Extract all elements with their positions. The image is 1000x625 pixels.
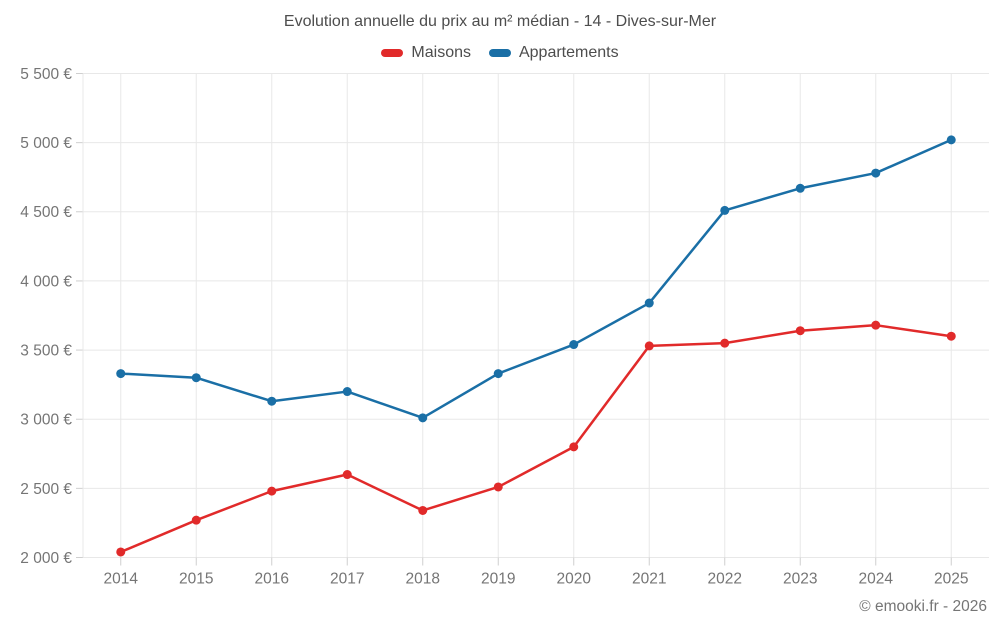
data-point-maisons[interactable] [946,331,956,341]
data-point-appartements[interactable] [342,387,352,397]
legend-swatch-maisons [381,49,404,57]
y-axis-label: 4 000 € [20,273,72,290]
data-point-maisons[interactable] [116,547,126,557]
y-axis-label: 2 500 € [20,481,72,498]
data-point-appartements[interactable] [795,183,805,193]
data-point-appartements[interactable] [569,340,579,350]
chart-title: Evolution annuelle du prix au m² médian … [283,13,717,30]
data-point-maisons[interactable] [569,442,579,452]
data-point-maisons[interactable] [267,486,277,496]
x-axis-label: 2014 [104,571,139,588]
y-axis-label: 2 000 € [20,550,72,567]
data-point-appartements[interactable] [493,369,503,379]
data-point-maisons[interactable] [493,482,503,492]
y-axis-label: 5 000 € [20,135,72,152]
data-point-maisons[interactable] [720,338,730,348]
data-point-maisons[interactable] [418,505,428,515]
x-axis-label: 2022 [708,571,742,588]
data-point-maisons[interactable] [644,341,654,351]
legend-item-appartements[interactable]: Appartements [488,44,619,62]
data-point-appartements[interactable] [418,413,428,423]
x-axis-label: 2021 [632,571,666,588]
legend-swatch-appartements [488,49,511,57]
series-line-appartements [119,138,953,420]
x-axis-label: 2025 [934,571,968,588]
series-line-maisons [119,323,953,554]
y-axis-label: 3 000 € [20,412,72,429]
data-point-appartements[interactable] [871,168,881,178]
data-point-appartements[interactable] [946,135,956,145]
x-axis-label: 2024 [859,571,894,588]
chart-legend: Maisons Appartements [0,44,1000,62]
data-point-maisons[interactable] [871,320,881,330]
data-point-maisons[interactable] [191,515,201,525]
data-point-appartements[interactable] [720,205,730,215]
data-point-appartements[interactable] [644,298,654,308]
y-axis-label: 4 500 € [20,204,72,221]
data-point-appartements[interactable] [116,369,126,379]
x-axis-label: 2017 [330,571,364,588]
legend-label-maisons: Maisons [411,44,471,61]
x-axis-label: 2018 [406,571,440,588]
x-axis-label: 2023 [783,571,817,588]
legend-item-maisons[interactable]: Maisons [381,44,471,62]
x-axis-label: 2016 [255,571,289,588]
data-point-appartements[interactable] [267,396,277,406]
data-point-maisons[interactable] [342,470,352,480]
data-point-maisons[interactable] [795,326,805,336]
data-point-appartements[interactable] [191,373,201,383]
copyright-footer: © emooki.fr - 2026 [859,598,987,615]
legend-label-appartements: Appartements [518,44,619,61]
x-axis-label: 2015 [179,571,213,588]
x-axis-label: 2019 [481,571,515,588]
x-axis-label: 2020 [557,571,592,588]
y-axis-label: 3 500 € [20,342,72,359]
y-axis-label: 5 500 € [20,66,72,83]
